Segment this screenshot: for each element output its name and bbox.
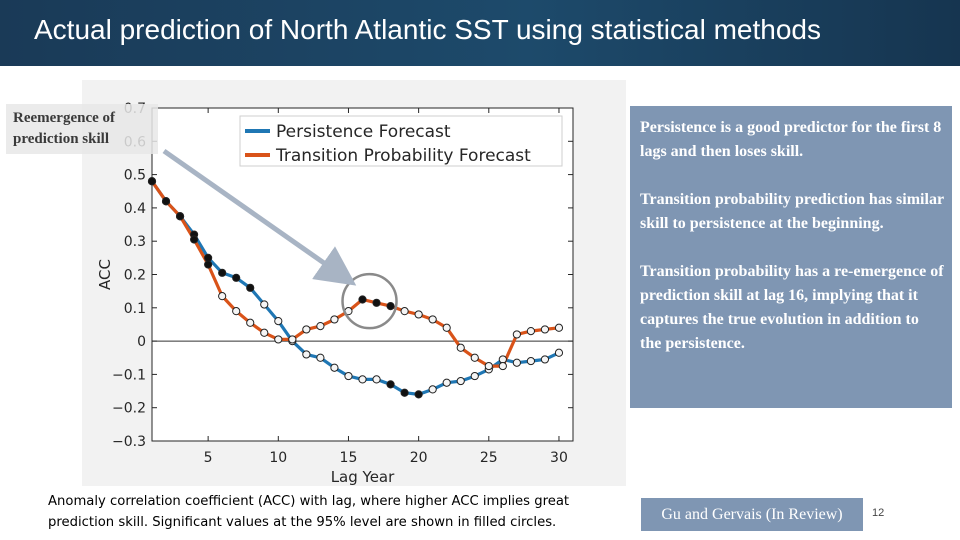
y-axis-label: ACC (96, 259, 114, 290)
x-tick-label: 5 (204, 450, 213, 466)
reemergence-label-line2: prediction skill (13, 131, 109, 147)
reemergence-label: Reemergence of prediction skill (6, 104, 158, 154)
acc-chart-svg: −0.3−0.2−0.100.10.20.30.40.50.60.7510152… (96, 101, 574, 486)
data-point-transition (498, 361, 507, 371)
data-point-persistence (232, 273, 241, 282)
acc-chart: −0.3−0.2−0.100.10.20.30.40.50.60.7510152… (82, 80, 626, 486)
data-point-transition (161, 197, 171, 206)
note-persistence: Persistence is a good predictor for the … (640, 119, 942, 160)
data-point-transition (302, 325, 311, 334)
title-bar: Actual prediction of North Atlantic SST … (0, 0, 960, 66)
data-point-persistence (428, 385, 437, 394)
data-point-persistence (442, 378, 451, 387)
data-point-transition (330, 315, 339, 324)
data-point-transition (526, 327, 535, 336)
figure-caption: Anomaly correlation coefficient (ACC) wi… (48, 494, 570, 530)
notes-panel: Persistence is a good predictor for the … (630, 106, 952, 408)
data-point-transition (260, 328, 269, 337)
data-point-transition (372, 298, 381, 307)
y-tick-label: −0.3 (112, 434, 146, 450)
y-tick-label: 0.4 (124, 201, 146, 217)
x-tick-label: 15 (340, 450, 358, 466)
data-point-transition (274, 335, 283, 344)
data-point-transition (554, 323, 564, 332)
x-tick-label: 30 (550, 450, 568, 466)
data-point-persistence (302, 350, 311, 359)
data-point-persistence (470, 371, 479, 381)
note-reemergence: Transition probability has a re-emergenc… (640, 263, 944, 352)
highlight-circle (341, 272, 398, 330)
data-point-transition (484, 361, 493, 371)
legend-label-persistence: Persistence Forecast (276, 122, 451, 142)
data-point-persistence (526, 356, 535, 366)
data-point-transition (386, 302, 395, 311)
data-point-persistence (218, 268, 227, 277)
y-tick-label: 0.1 (124, 301, 146, 317)
data-point-transition (190, 235, 199, 244)
data-point-persistence (344, 371, 353, 381)
data-point-persistence (540, 355, 550, 364)
data-point-persistence (274, 317, 283, 326)
data-point-transition (540, 325, 550, 334)
data-point-transition (456, 343, 465, 352)
data-point-persistence (414, 390, 423, 399)
data-point-transition (400, 307, 409, 316)
slide-title: Actual prediction of North Atlantic SST … (34, 14, 821, 45)
data-point-persistence (456, 376, 465, 386)
citation-badge: Gu and Gervais (In Review) (641, 498, 863, 531)
data-point-persistence (554, 348, 564, 357)
data-point-transition (316, 322, 325, 331)
x-tick-label: 10 (269, 450, 287, 466)
page-number: 12 (872, 507, 885, 519)
data-point-transition (147, 177, 157, 186)
y-tick-label: 0.3 (124, 234, 146, 250)
data-point-transition (442, 323, 451, 332)
data-point-transition (232, 307, 241, 316)
data-point-persistence (512, 358, 521, 367)
note-transition-similar: Transition probability prediction has si… (640, 191, 944, 232)
reemergence-label-line1: Reemergence of (13, 110, 116, 126)
data-point-transition (288, 335, 297, 344)
data-point-persistence (330, 363, 339, 372)
data-point-persistence (372, 375, 381, 384)
legend-box (239, 115, 563, 167)
x-tick-label: 20 (410, 450, 428, 466)
data-point-transition (175, 212, 185, 221)
data-point-persistence (386, 380, 395, 389)
data-point-persistence (498, 355, 507, 364)
data-point-persistence (358, 375, 367, 384)
data-point-transition (246, 318, 255, 327)
data-point-persistence (204, 253, 213, 262)
y-tick-label: 0 (137, 334, 146, 350)
y-tick-label: −0.1 (112, 367, 146, 383)
data-point-transition (414, 310, 423, 319)
data-point-transition (218, 292, 227, 301)
reemergence-arrow (162, 148, 357, 286)
y-tick-label: −0.2 (112, 401, 146, 417)
data-point-transition (428, 315, 437, 324)
data-point-persistence (316, 353, 325, 362)
y-tick-label: 0.2 (124, 268, 146, 284)
data-point-persistence (260, 300, 269, 309)
data-point-transition (204, 260, 213, 269)
data-point-transition (470, 353, 479, 362)
data-point-persistence (400, 388, 409, 397)
data-point-persistence (246, 283, 255, 292)
y-tick-label: 0.5 (124, 168, 146, 184)
x-tick-label: 25 (480, 450, 498, 466)
x-axis-label: Lag Year (331, 468, 395, 486)
legend-label-transition: Transition Probability Forecast (275, 146, 531, 166)
data-point-transition (358, 295, 367, 304)
data-point-transition (512, 330, 521, 339)
